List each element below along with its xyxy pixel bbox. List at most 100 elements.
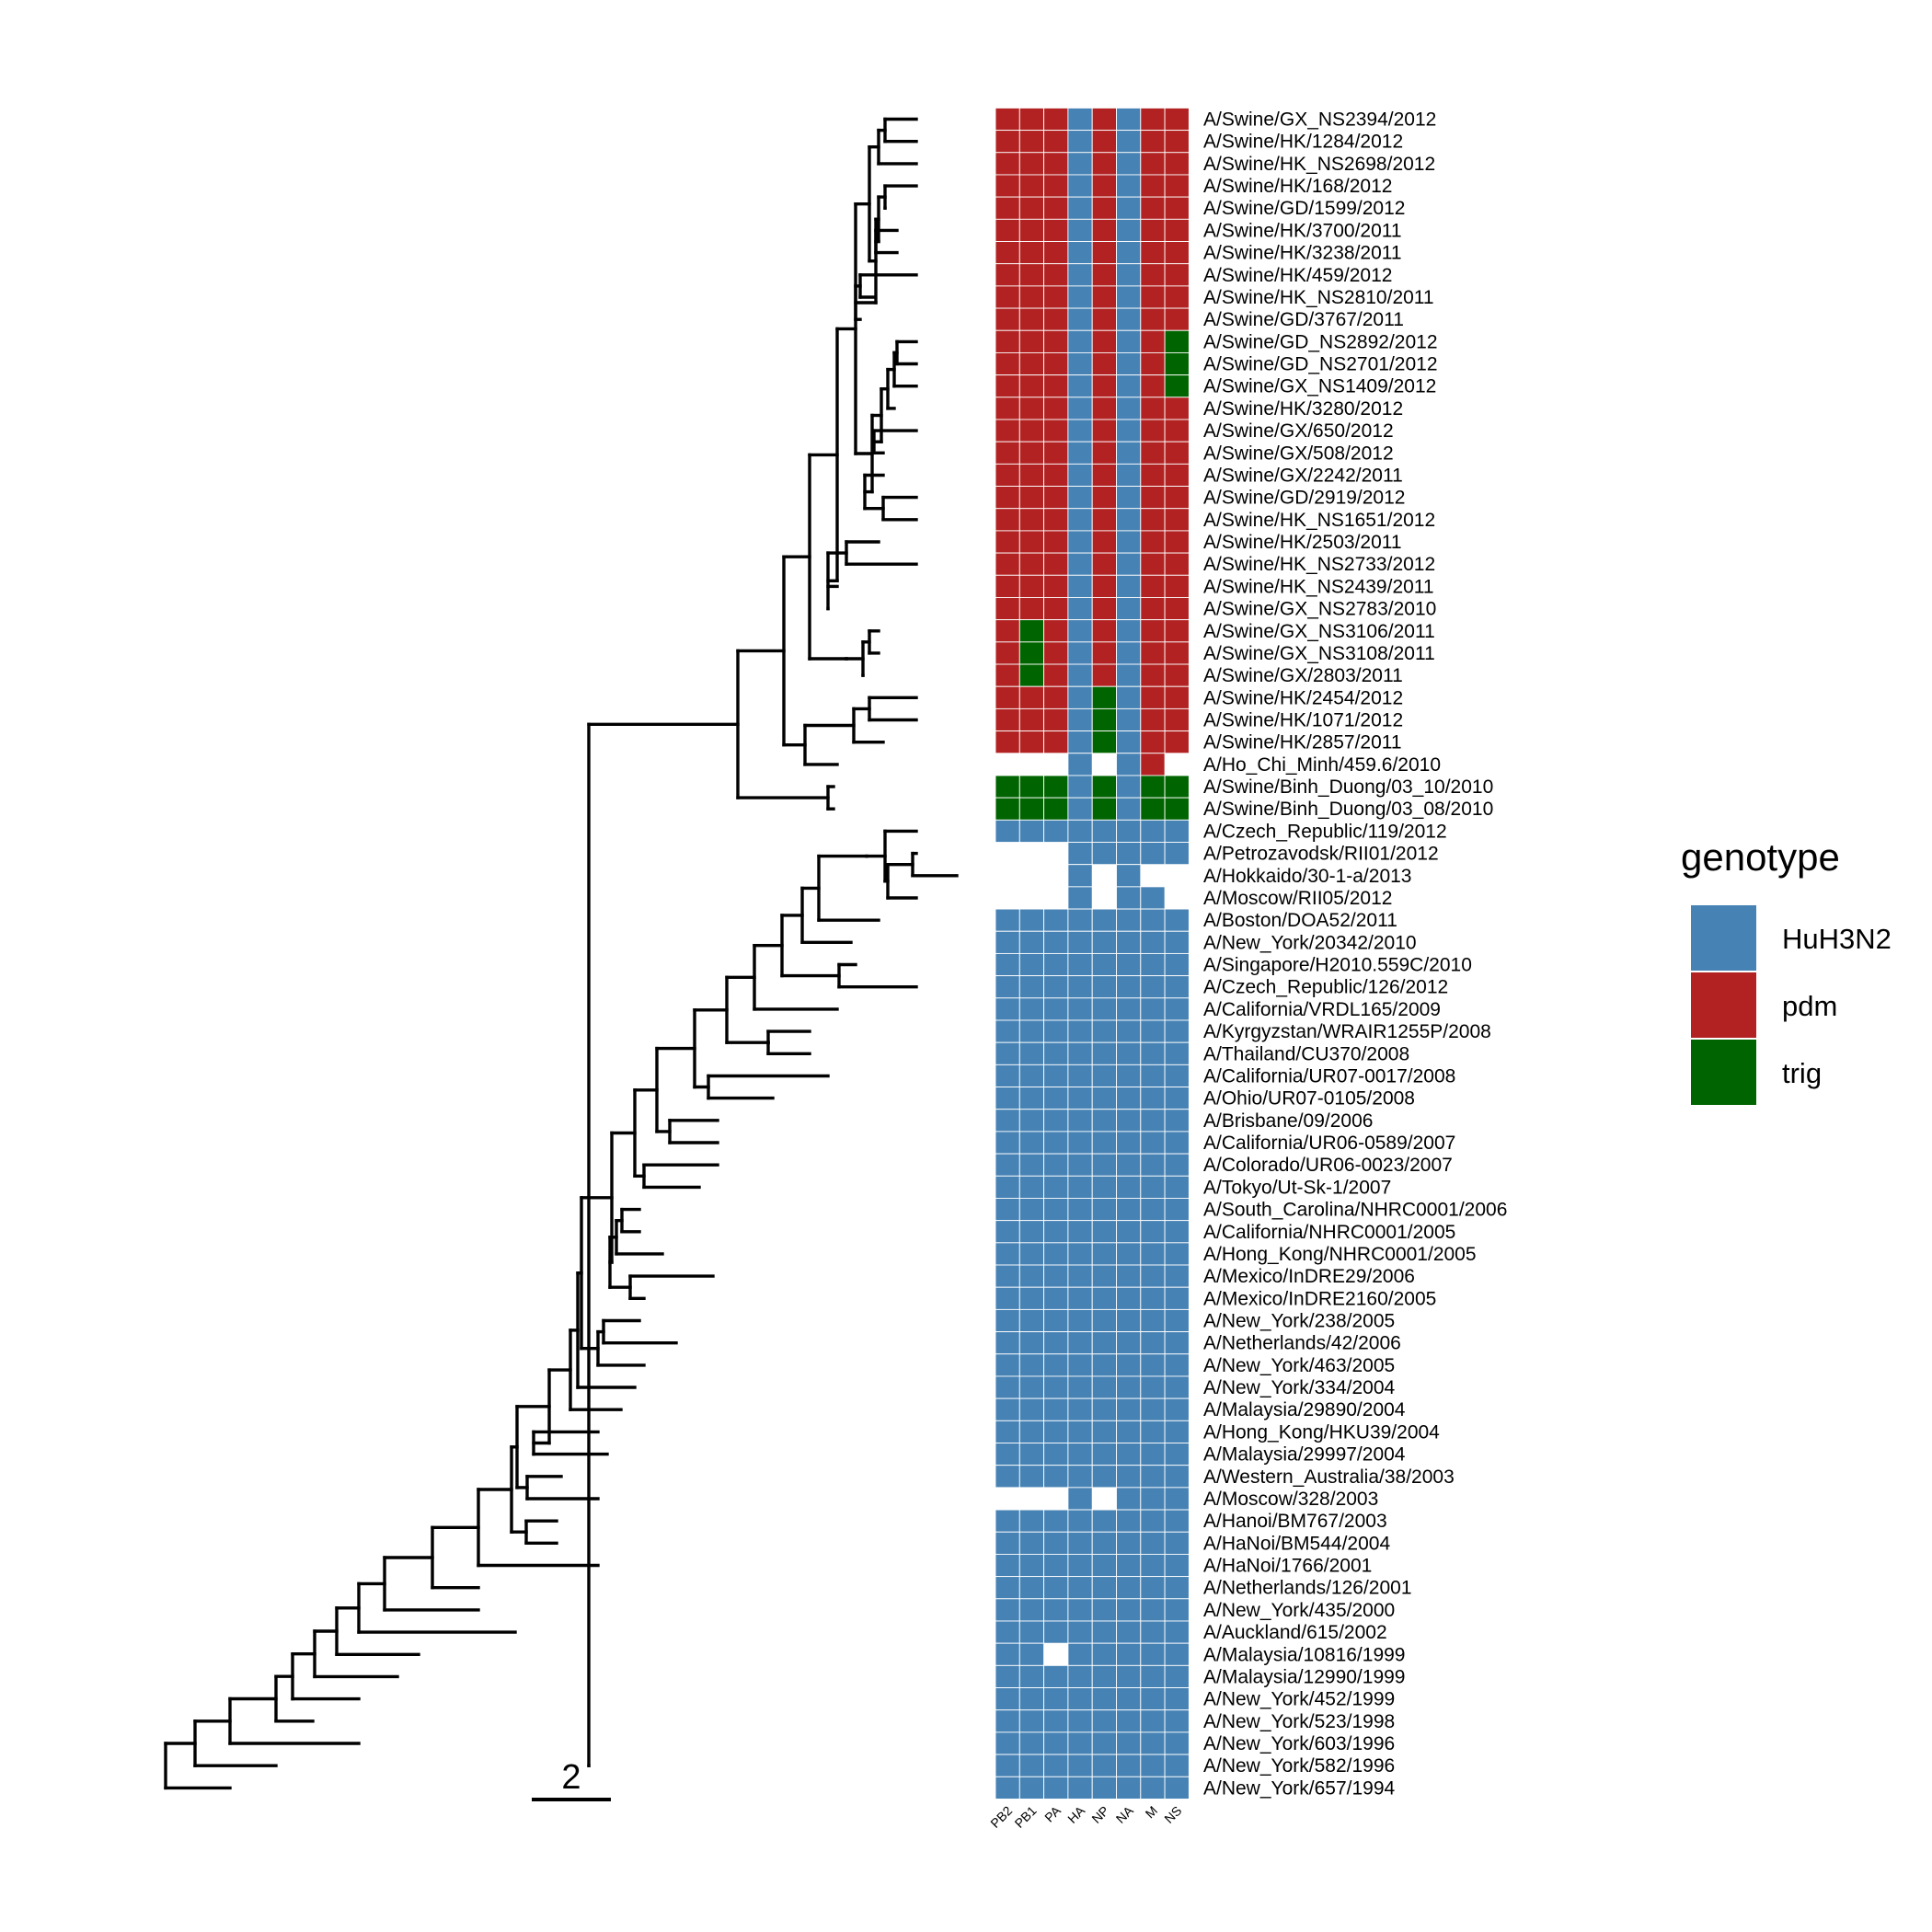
heatmap-cell bbox=[1018, 419, 1045, 443]
heatmap-cell bbox=[1091, 1242, 1117, 1266]
heatmap-cell bbox=[1140, 619, 1166, 643]
strain-label: A/Swine/GD_NS2892/2012 bbox=[1203, 331, 1438, 352]
heatmap-cell bbox=[1018, 775, 1045, 799]
heatmap-cell bbox=[1067, 1420, 1093, 1443]
heatmap-cell bbox=[1018, 1598, 1045, 1622]
heatmap-row bbox=[995, 419, 1190, 443]
heatmap-cell bbox=[1018, 1576, 1045, 1600]
heatmap-cell bbox=[1043, 730, 1069, 754]
heatmap-cell bbox=[1164, 730, 1190, 754]
heatmap-cell bbox=[1067, 1153, 1093, 1177]
heatmap-cell bbox=[1116, 1509, 1142, 1533]
heatmap-cell bbox=[1067, 486, 1093, 510]
heatmap-cell bbox=[995, 1754, 1020, 1777]
heatmap-row bbox=[995, 730, 1190, 754]
heatmap-cell bbox=[1018, 1109, 1045, 1133]
strain-label: A/HaNoi/BM544/2004 bbox=[1203, 1533, 1390, 1554]
heatmap-cell bbox=[1067, 975, 1093, 999]
heatmap-cell bbox=[1091, 1131, 1117, 1155]
legend-swatch bbox=[1691, 972, 1756, 1038]
heatmap-row bbox=[995, 196, 1190, 220]
heatmap-cell bbox=[1164, 196, 1190, 220]
heatmap-row bbox=[995, 130, 1190, 154]
heatmap-cell bbox=[995, 130, 1020, 154]
heatmap-cell bbox=[995, 1019, 1020, 1043]
heatmap-cell bbox=[1140, 1509, 1166, 1533]
heatmap-cell bbox=[1018, 441, 1045, 465]
heatmap-cell bbox=[1067, 374, 1093, 398]
heatmap-cell bbox=[995, 508, 1020, 532]
legend-label: trig bbox=[1782, 1057, 1822, 1089]
heatmap-cell bbox=[1140, 1576, 1166, 1600]
heatmap-cell bbox=[1043, 1709, 1069, 1733]
heatmap-cell bbox=[1018, 1553, 1045, 1578]
heatmap-cell bbox=[1164, 1487, 1190, 1511]
heatmap-cell bbox=[1140, 1487, 1166, 1511]
heatmap-cell bbox=[1164, 975, 1190, 999]
heatmap-cell bbox=[1018, 1754, 1045, 1777]
heatmap-cell bbox=[1140, 1664, 1166, 1688]
strain-label: A/Swine/HK/168/2012 bbox=[1203, 176, 1392, 197]
heatmap-cell bbox=[1091, 1465, 1117, 1489]
heatmap-cell bbox=[995, 1242, 1020, 1266]
heatmap-cell bbox=[1140, 1286, 1166, 1310]
heatmap-cell bbox=[1116, 285, 1142, 309]
heatmap-cell bbox=[1018, 218, 1045, 242]
heatmap-cell bbox=[1043, 775, 1069, 799]
heatmap-cell bbox=[1043, 307, 1069, 331]
heatmap-cell bbox=[1018, 1397, 1045, 1421]
heatmap-row bbox=[995, 1509, 1190, 1533]
heatmap-cell bbox=[1116, 685, 1142, 709]
heatmap-cell bbox=[995, 1109, 1020, 1133]
heatmap-row bbox=[995, 218, 1190, 242]
heatmap-cell bbox=[1018, 530, 1045, 554]
heatmap-cell bbox=[1140, 285, 1166, 309]
heatmap-cell bbox=[1043, 1019, 1069, 1043]
strain-label: A/Thailand/CU370/2008 bbox=[1203, 1043, 1409, 1064]
heatmap-cell bbox=[1043, 1776, 1069, 1800]
heatmap-cell bbox=[1091, 619, 1117, 643]
heatmap-cell bbox=[1067, 1664, 1093, 1688]
heatmap-cell bbox=[1164, 307, 1190, 331]
heatmap-cell bbox=[1164, 1443, 1190, 1466]
heatmap-row bbox=[995, 975, 1190, 999]
heatmap-cell bbox=[1164, 685, 1190, 709]
heatmap-cell bbox=[1043, 374, 1069, 398]
strain-label: A/Swine/GD/2919/2012 bbox=[1203, 488, 1405, 509]
heatmap-cell bbox=[1140, 107, 1166, 132]
heatmap-cell bbox=[1018, 641, 1045, 665]
heatmap-cell bbox=[1116, 1220, 1142, 1244]
heatmap-row bbox=[995, 1353, 1190, 1377]
heatmap-cell bbox=[1091, 1041, 1117, 1065]
heatmap-cell bbox=[1067, 174, 1093, 198]
heatmap-cell bbox=[1140, 930, 1166, 954]
heatmap-cell bbox=[1116, 1308, 1142, 1333]
heatmap-cell bbox=[1091, 1331, 1117, 1355]
strain-label: A/Swine/HK/2503/2011 bbox=[1203, 532, 1402, 553]
heatmap-cell bbox=[1140, 374, 1166, 398]
heatmap-cell bbox=[1091, 842, 1117, 866]
heatmap-cell bbox=[1164, 574, 1190, 598]
heatmap-cell bbox=[1164, 1598, 1190, 1622]
heatmap-row bbox=[995, 597, 1190, 621]
heatmap-row bbox=[995, 1041, 1190, 1065]
heatmap-cell bbox=[1164, 463, 1190, 488]
strain-label: A/Swine/GD/1599/2012 bbox=[1203, 198, 1405, 219]
heatmap-cell bbox=[1018, 1331, 1045, 1355]
heatmap-cell bbox=[1067, 574, 1093, 598]
heatmap-cell bbox=[1164, 1175, 1190, 1199]
heatmap-cell bbox=[1067, 1308, 1093, 1333]
heatmap-cell bbox=[1116, 1642, 1142, 1666]
heatmap-cell bbox=[1018, 1153, 1045, 1177]
heatmap-cell bbox=[1116, 707, 1142, 732]
heatmap-cell bbox=[1164, 1087, 1190, 1110]
heatmap-cell bbox=[1164, 1731, 1190, 1755]
heatmap-cell bbox=[1091, 218, 1117, 242]
heatmap-cell bbox=[1140, 552, 1166, 576]
heatmap-cell bbox=[995, 397, 1020, 420]
heatmap-cell bbox=[1067, 1576, 1093, 1600]
strain-label: A/Swine/HK/459/2012 bbox=[1203, 265, 1392, 286]
heatmap-row bbox=[995, 952, 1190, 977]
heatmap-cell bbox=[1067, 997, 1093, 1021]
